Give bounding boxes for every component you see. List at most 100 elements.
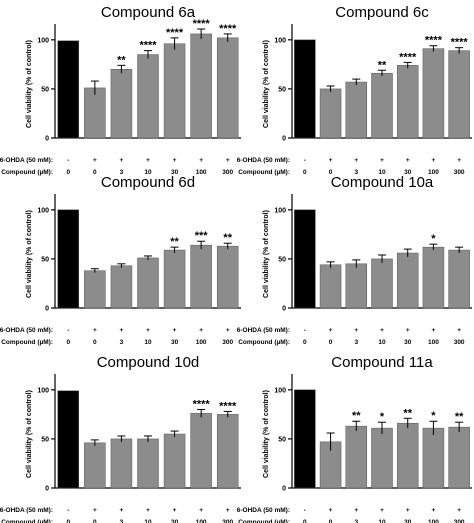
ohda-value: + [146, 157, 150, 164]
compound-value: 300 [222, 169, 233, 176]
ohda-value: + [146, 327, 150, 334]
ohda-value: + [120, 327, 124, 334]
bar [110, 265, 133, 309]
compound-value: 3 [120, 519, 124, 523]
compound-value: 0 [93, 339, 97, 346]
compound-value: 100 [196, 519, 207, 523]
bar [84, 87, 106, 139]
ohda-value: + [354, 507, 358, 514]
compound-value: 0 [93, 169, 97, 176]
significance-label: * [380, 411, 385, 423]
compound-value: 0 [303, 519, 307, 523]
ohda-value: + [120, 157, 124, 164]
chart-title: Compound 6d [101, 174, 195, 191]
bar [396, 422, 419, 489]
compound-value: 300 [454, 339, 465, 346]
ohda-value: - [67, 157, 69, 164]
bar [216, 37, 239, 139]
bar [448, 249, 470, 309]
compound-value: 0 [66, 169, 70, 176]
bar [294, 209, 316, 309]
y-tick-label: 0 [282, 306, 286, 313]
compound-value: 300 [222, 519, 233, 523]
compound-value: 0 [66, 339, 70, 346]
bar [422, 48, 445, 139]
bar [190, 413, 212, 489]
y-tick-label: 50 [278, 256, 286, 263]
compound-row-label: Compound (µM): [1, 519, 53, 523]
y-axis-label: Cell viability (% of control) [263, 40, 270, 128]
significance-label: ** [403, 407, 412, 419]
ohda-value: + [199, 157, 203, 164]
ohda-value: - [67, 507, 69, 514]
compound-row-label: Compound (µM): [238, 519, 290, 523]
ohda-value: - [304, 327, 306, 334]
bar [422, 246, 445, 309]
compound-value: 0 [329, 169, 333, 176]
significance-label: **** [451, 37, 469, 49]
compound-value: 300 [454, 169, 465, 176]
significance-label: **** [193, 18, 211, 30]
significance-label: ** [455, 411, 464, 423]
ohda-value: + [354, 157, 358, 164]
bar [163, 249, 186, 309]
compound-value: 100 [196, 169, 207, 176]
bar [137, 54, 159, 139]
compound-value: 300 [454, 519, 465, 523]
ohda-value: + [93, 327, 97, 334]
compound-value: 30 [171, 339, 179, 346]
compound-value: 3 [354, 519, 358, 523]
significance-label: **** [219, 400, 237, 412]
chart-title: Compound 6c [335, 4, 429, 21]
ohda-value: + [380, 507, 384, 514]
bar [163, 43, 186, 139]
bar [396, 65, 419, 139]
ohda-value: + [457, 327, 461, 334]
ohda-value: - [304, 507, 306, 514]
significance-label: ** [170, 236, 179, 248]
bar [294, 389, 316, 489]
compound-value: 10 [378, 169, 386, 176]
ohda-row-label: 6-OHDA (50 mM): [237, 157, 290, 164]
significance-label: ** [352, 410, 361, 422]
compound-value: 10 [144, 519, 152, 523]
bar [294, 39, 316, 139]
bar [448, 426, 470, 489]
bar [371, 72, 393, 139]
bar [137, 438, 159, 489]
compound-value: 0 [303, 169, 307, 176]
significance-label: ** [117, 54, 126, 66]
ohda-value: + [173, 327, 177, 334]
ohda-row-label: 6-OHDA (50 mM): [0, 157, 53, 164]
bar [110, 438, 133, 489]
ohda-value: + [432, 327, 436, 334]
compound-value: 0 [93, 519, 97, 523]
ohda-row-label: 6-OHDA (50 mM): [237, 507, 290, 514]
ohda-value: + [329, 327, 333, 334]
significance-label: ** [378, 59, 387, 71]
ohda-value: + [354, 327, 358, 334]
ohda-value: + [406, 327, 410, 334]
y-tick-label: 50 [278, 436, 286, 443]
bar [190, 244, 212, 309]
ohda-value: + [226, 327, 230, 334]
significance-label: **** [139, 40, 157, 52]
compound-value: 10 [378, 519, 386, 523]
bar [110, 69, 133, 139]
compound-value: 10 [378, 339, 386, 346]
y-tick-label: 100 [37, 387, 49, 394]
ohda-value: + [226, 157, 230, 164]
bar [163, 433, 186, 489]
y-tick-label: 50 [278, 86, 286, 93]
significance-label: ** [223, 232, 232, 244]
compound-value: 100 [428, 339, 439, 346]
compound-value: 0 [329, 339, 333, 346]
y-axis-label: Cell viability (% of control) [26, 210, 33, 298]
compound-row-label: Compound (µM): [238, 169, 290, 176]
ohda-value: - [67, 327, 69, 334]
ohda-value: + [329, 507, 333, 514]
compound-value: 3 [354, 339, 358, 346]
